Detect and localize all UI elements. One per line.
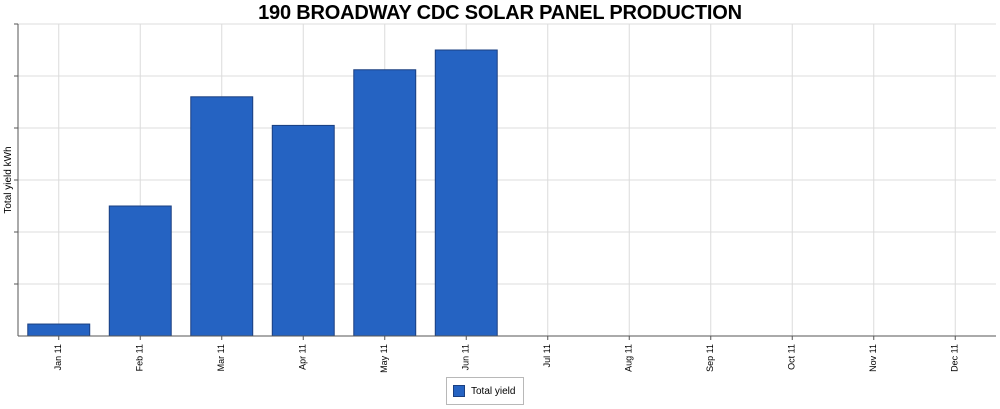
legend-label: Total yield [471,385,516,397]
x-tick-label: Sep 11 [705,344,715,372]
x-tick-label: Jan 11 [53,344,63,370]
x-tick-label: Nov 11 [868,344,878,372]
bar-jun-11 [434,49,498,337]
axes [14,23,996,340]
x-tick-label: May 11 [379,344,389,373]
x-tick-label: Oct 11 [787,344,797,370]
x-tick-label: Jul 11 [542,344,552,367]
x-tick-label: Jun 11 [461,344,471,370]
bar-may-11 [353,69,417,337]
bar-apr-11 [271,124,335,337]
legend: Total yield [446,377,525,405]
x-tick-label: Mar 11 [216,344,226,371]
x-tick-label: Aug 11 [624,344,634,372]
chart-title: 190 BROADWAY CDC SOLAR PANEL PRODUCTION [258,2,742,24]
bar-mar-11 [190,96,254,337]
x-tick-label: Apr 11 [298,344,308,370]
legend-swatch [453,385,465,397]
bar-jan-11 [27,323,91,337]
bars [27,49,498,337]
x-tick-label: Feb 11 [135,344,145,371]
bar-feb-11 [108,205,172,337]
x-tick-labels: Jan 11 Feb 11 Mar 11 Apr 11 May 11 Jun 11 Jul … [53,344,960,373]
x-tick-label: Dec 11 [950,344,960,372]
